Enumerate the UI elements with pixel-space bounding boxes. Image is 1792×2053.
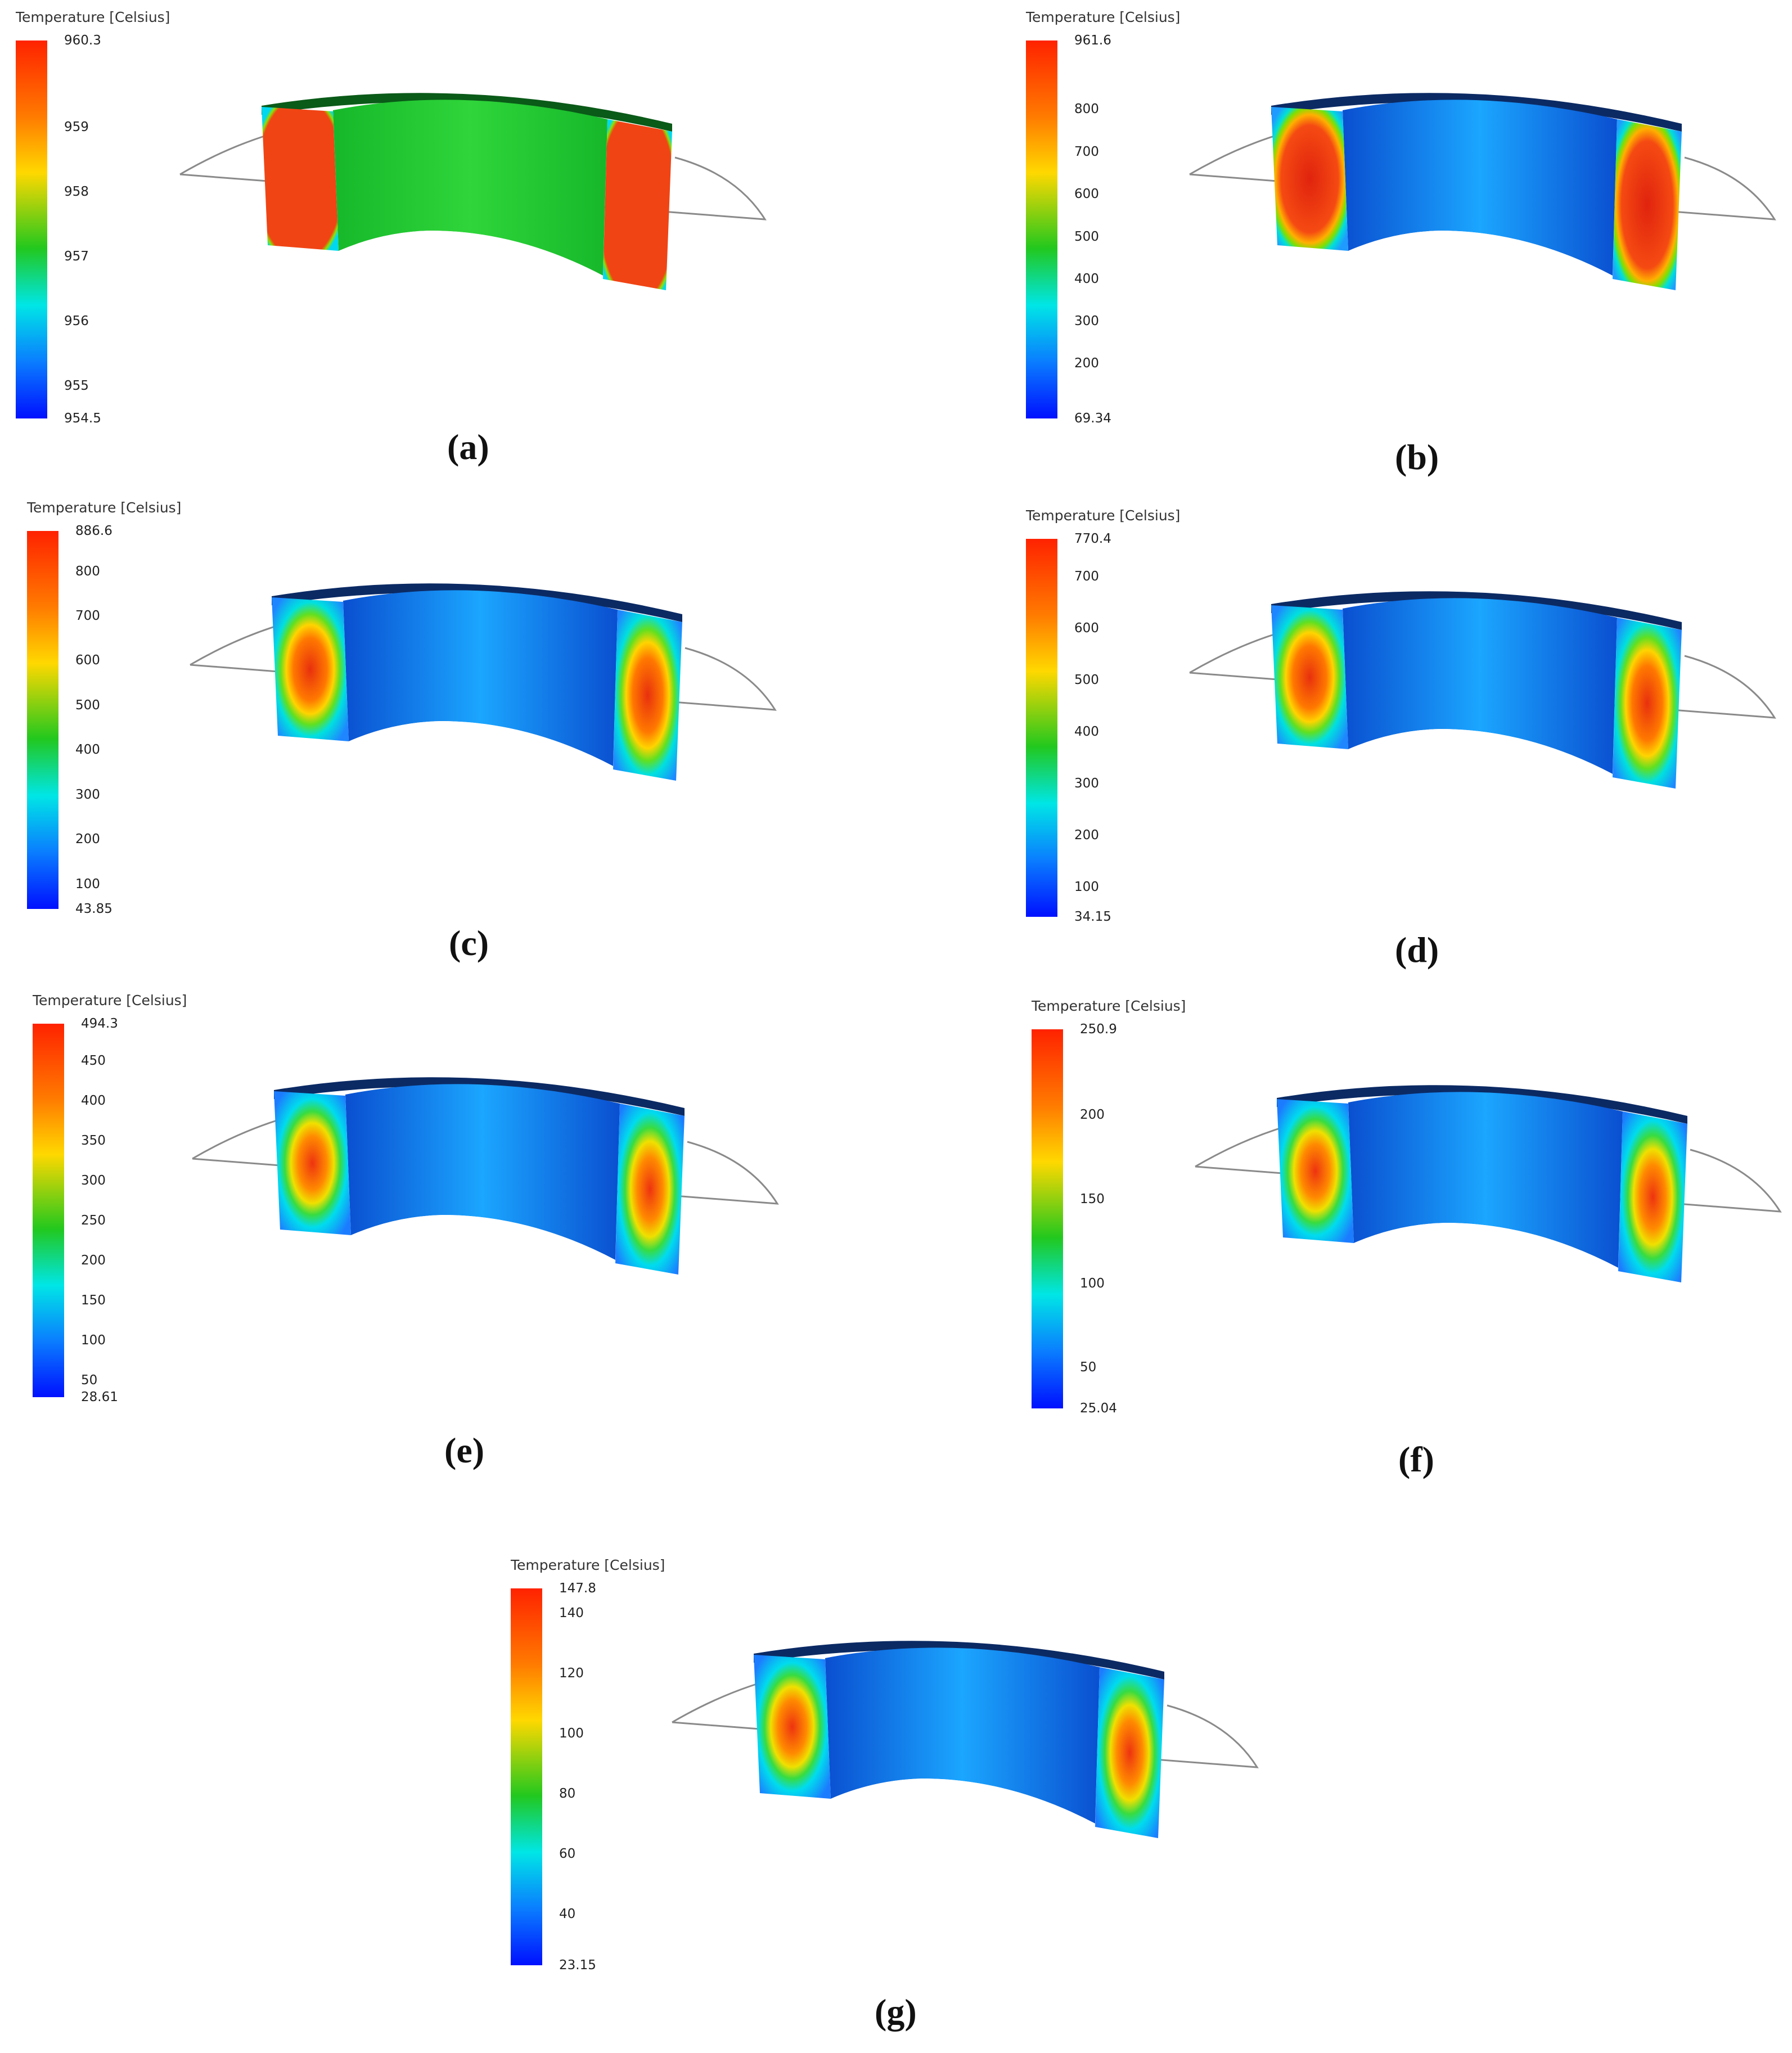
legend-min: 28.61 [81, 1390, 118, 1404]
legend-min: 43.85 [75, 902, 112, 916]
legend-tick: 200 [1074, 356, 1099, 371]
legend-min: 23.15 [559, 1958, 596, 1973]
legend-title: Temperature [Celsius] [16, 9, 170, 25]
legend-tick: 700 [1074, 569, 1099, 584]
ring-model [1195, 1085, 1782, 1282]
ring-model [1189, 93, 1776, 290]
legend-tick: 955 [64, 379, 89, 393]
legend-max: 494.3 [81, 1016, 118, 1031]
legend-max: 250.9 [1080, 1022, 1117, 1037]
legend-tick: 200 [81, 1253, 106, 1268]
legend-tick: 957 [64, 249, 89, 264]
legend-tick: 300 [1074, 314, 1099, 328]
legend-title: Temperature [Celsius] [1026, 507, 1181, 524]
panel-caption: (e) [444, 1430, 485, 1470]
legend-max: 886.6 [75, 524, 112, 538]
legend-tick: 50 [1080, 1360, 1097, 1375]
legend-max: 960.3 [64, 33, 101, 48]
legend-tick: 200 [75, 832, 100, 847]
legend-tick: 350 [81, 1133, 106, 1148]
color-bar [1026, 40, 1057, 418]
legend-tick: 50 [81, 1373, 98, 1388]
legend-min: 69.34 [1074, 411, 1111, 426]
legend-min: 954.5 [64, 411, 101, 426]
legend-title: Temperature [Celsius] [1026, 9, 1181, 25]
legend-tick: 200 [1080, 1107, 1105, 1122]
legend-tick: 500 [1074, 229, 1099, 244]
panel-caption: (c) [449, 923, 489, 963]
legend-tick: 400 [1074, 724, 1099, 739]
legend-max: 147.8 [559, 1581, 596, 1596]
legend-tick: 400 [75, 742, 100, 757]
legend-tick: 500 [1074, 673, 1099, 687]
legend-tick: 140 [559, 1606, 584, 1620]
legend-tick: 600 [1074, 621, 1099, 636]
legend-min: 25.04 [1080, 1401, 1117, 1416]
panel-caption: (g) [875, 1992, 917, 2032]
legend-tick: 100 [75, 877, 100, 892]
legend-tick: 100 [559, 1726, 584, 1741]
color-bar [16, 40, 47, 418]
legend-tick: 700 [75, 609, 100, 623]
legend-tick: 956 [64, 314, 89, 328]
legend-title: Temperature [Celsius] [511, 1557, 665, 1573]
color-bar [511, 1588, 542, 1965]
legend-tick: 958 [64, 184, 89, 199]
legend-tick: 800 [75, 564, 100, 579]
legend-tick: 250 [81, 1213, 106, 1228]
ring-model [192, 1077, 779, 1275]
legend-tick: 150 [1080, 1192, 1105, 1206]
legend-tick: 300 [1074, 776, 1099, 791]
legend-tick: 800 [1074, 102, 1099, 116]
legend-tick: 600 [1074, 187, 1099, 201]
legend-tick: 100 [1074, 880, 1099, 894]
legend-tick: 400 [81, 1093, 106, 1108]
color-bar [1032, 1029, 1063, 1408]
legend-tick: 300 [81, 1173, 106, 1188]
ring-model [1189, 591, 1776, 789]
legend-title: Temperature [Celsius] [27, 499, 182, 516]
ring-model [672, 1641, 1259, 1838]
legend-max: 770.4 [1074, 532, 1111, 546]
color-bar [1026, 539, 1057, 917]
legend-title: Temperature [Celsius] [1032, 998, 1186, 1014]
panel-caption: (a) [447, 427, 489, 467]
legend-tick: 60 [559, 1847, 576, 1861]
panel-caption: (f) [1398, 1439, 1434, 1479]
legend-tick: 959 [64, 120, 89, 134]
legend-tick: 600 [75, 653, 100, 668]
legend-max: 961.6 [1074, 33, 1111, 48]
legend-tick: 300 [75, 787, 100, 802]
legend-tick: 100 [81, 1333, 106, 1348]
legend-tick: 200 [1074, 828, 1099, 843]
color-bar [33, 1024, 64, 1397]
legend-tick: 80 [559, 1786, 576, 1801]
legend-tick: 120 [559, 1666, 584, 1681]
legend-tick: 500 [75, 698, 100, 713]
legend-tick: 450 [81, 1053, 106, 1068]
legend-title: Temperature [Celsius] [33, 992, 187, 1009]
ring-model [190, 583, 777, 781]
legend-tick: 150 [81, 1293, 106, 1308]
legend-tick: 400 [1074, 272, 1099, 286]
legend-tick: 100 [1080, 1276, 1105, 1291]
panel-caption: (b) [1395, 437, 1439, 477]
panel-caption: (d) [1395, 930, 1439, 970]
legend-tick: 40 [559, 1907, 576, 1921]
legend-tick: 700 [1074, 145, 1099, 159]
ring-model [179, 93, 767, 290]
color-bar [27, 531, 58, 909]
legend-min: 34.15 [1074, 910, 1111, 924]
